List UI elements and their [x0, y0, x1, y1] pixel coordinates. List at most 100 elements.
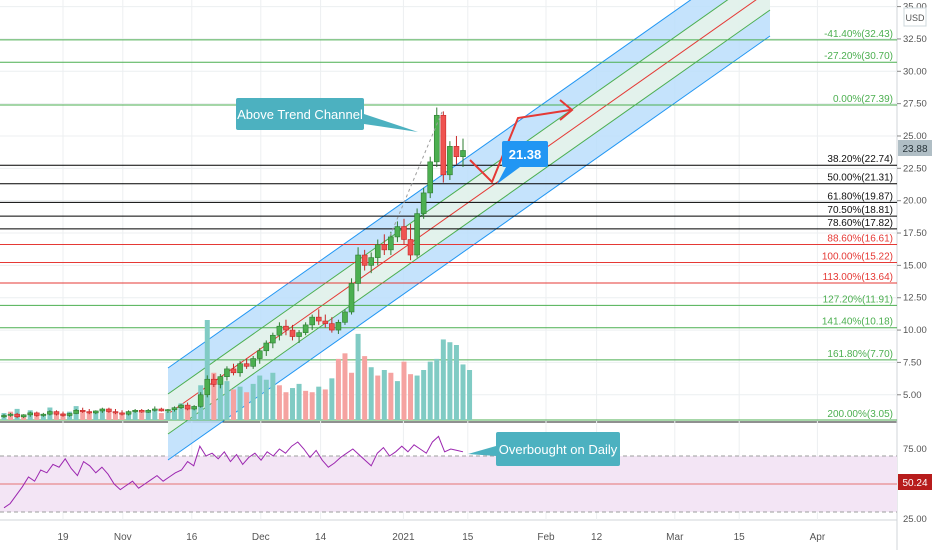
- currency-badge[interactable]: USD: [903, 7, 927, 27]
- volume-bar: [237, 386, 243, 420]
- y-tick-label: 5.00: [903, 390, 922, 401]
- candle-body: [211, 378, 217, 385]
- volume-bar: [132, 410, 138, 420]
- x-tick-label: 12: [591, 532, 603, 543]
- rsi-layer: [3, 435, 464, 509]
- volume-bar: [408, 374, 414, 420]
- fib-label: 100.00%(15.22): [822, 252, 893, 263]
- volume-bar: [388, 372, 394, 420]
- volume-bar: [434, 358, 440, 420]
- trend-callout[interactable]: Above Trend Channel: [236, 98, 418, 132]
- y-tick-label: 27.50: [903, 99, 927, 110]
- volume-bar: [342, 353, 348, 420]
- volume-bar: [53, 411, 59, 420]
- channel-line: [167, 0, 692, 369]
- volume-bar: [316, 386, 322, 420]
- candle-body: [106, 408, 112, 412]
- target-callout[interactable]: 21.38: [497, 141, 548, 184]
- candle-body: [401, 226, 407, 240]
- x-tick-label: 19: [57, 532, 69, 543]
- candle-body: [289, 329, 296, 337]
- last-price-label: 23.88: [902, 144, 927, 155]
- axis-layer: 19 Nov 16 Dec 14 2021 15 Feb 12 Mar 15 Apr 5.00 7.50 1…: [57, 2, 926, 543]
- candle-body: [184, 404, 191, 410]
- volume-bar: [394, 381, 400, 420]
- volume-bar: [453, 345, 459, 420]
- last-price-marker: 23.88: [898, 140, 932, 156]
- last-price-box: [898, 140, 932, 156]
- candle-body: [33, 412, 40, 416]
- candle-body: [14, 413, 20, 418]
- volume-bar: [231, 389, 236, 420]
- volume-bar: [158, 413, 164, 420]
- rsi-line: [3, 435, 464, 509]
- candle-body: [60, 413, 66, 416]
- candle-body: [145, 409, 152, 413]
- candle-body: [132, 409, 138, 412]
- volume-bar: [355, 333, 361, 420]
- y-tick-label: 15.00: [903, 260, 927, 271]
- candle-body: [361, 254, 368, 266]
- fib-label: -27.20%(30.70): [824, 51, 893, 62]
- candle-body: [53, 411, 60, 415]
- volume-bar: [290, 388, 296, 420]
- fib-label: 0.00%(27.39): [833, 94, 893, 105]
- x-tick-label: 15: [462, 532, 474, 543]
- candle-body: [381, 244, 388, 251]
- candle-body: [7, 413, 14, 416]
- candle-body: [250, 358, 256, 367]
- y-tick-label: 12.50: [903, 293, 927, 304]
- candle-body: [27, 412, 34, 416]
- rsi-tick-label: 75.00: [903, 444, 927, 455]
- y-tick-label: 20.00: [903, 196, 927, 207]
- candle-body: [388, 236, 394, 251]
- projection-arrowhead: [559, 99, 574, 121]
- volume-bar: [329, 378, 335, 420]
- volume-bar: [40, 414, 46, 420]
- rsi-callout[interactable]: Overbought on Daily: [468, 432, 620, 466]
- y-tick-label: 32.50: [903, 34, 927, 45]
- fib-label: 141.40%(10.18): [822, 317, 893, 328]
- candle-body: [335, 322, 342, 331]
- fib-label: 113.00%(13.64): [823, 272, 893, 283]
- volume-bar: [112, 413, 118, 420]
- x-tick-label: Apr: [810, 532, 826, 543]
- volume-bar: [211, 372, 217, 420]
- currency-badge-box: [903, 7, 927, 27]
- candle-body: [283, 325, 289, 331]
- rsi-band-layer: [0, 455, 897, 513]
- candle-body: [217, 376, 224, 385]
- volume-bar: [322, 389, 328, 420]
- candle-body: [237, 363, 243, 374]
- volume-bar: [191, 407, 197, 420]
- fib-label: 161.80%(7.70): [827, 349, 893, 360]
- candle-body: [263, 342, 270, 352]
- volume-bar: [335, 358, 341, 420]
- volume-layer: [1, 320, 473, 420]
- volume-bar: [349, 372, 355, 420]
- volume-bar: [257, 375, 263, 420]
- candle-body: [1, 415, 7, 418]
- candle-body: [420, 192, 427, 214]
- candle-body: [178, 404, 184, 409]
- volume-bar: [126, 411, 132, 420]
- volume-bar: [139, 413, 145, 420]
- volume-bar: [447, 342, 453, 420]
- fib-label: 61.80%(19.87): [827, 191, 893, 202]
- candle-body: [276, 325, 283, 336]
- candle-body: [93, 410, 99, 414]
- candle-body: [158, 408, 165, 412]
- candle-body: [414, 213, 420, 256]
- candle-body: [348, 283, 355, 313]
- channel-line: [167, 0, 729, 395]
- candle-body: [407, 239, 414, 256]
- candle-body: [20, 414, 27, 418]
- rsi-tick-label: 25.00: [903, 514, 927, 525]
- target-callout-text: 21.38: [509, 147, 542, 162]
- volume-bar: [427, 361, 433, 420]
- candle-body: [329, 323, 335, 331]
- x-tick-label: Feb: [537, 532, 555, 543]
- volume-bar: [362, 356, 368, 420]
- volume-bar: [381, 370, 387, 420]
